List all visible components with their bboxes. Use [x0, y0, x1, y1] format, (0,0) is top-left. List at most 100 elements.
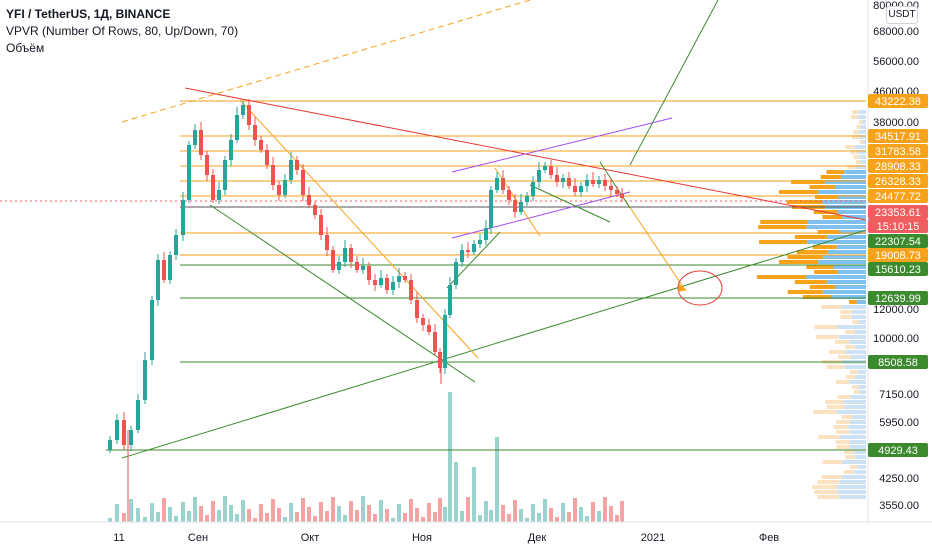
- candle-body: [115, 420, 119, 440]
- candle-body: [513, 200, 517, 212]
- vpvr-bar-up: [853, 470, 866, 474]
- volume-bar: [271, 499, 275, 522]
- price-tick-label: 56000.00: [873, 56, 919, 68]
- vpvr-bar-up: [854, 145, 866, 149]
- candle-body: [427, 325, 431, 332]
- price-tag-label: 15:10:15: [877, 221, 920, 233]
- vpvr-bar-down: [822, 215, 843, 219]
- candle-body: [307, 195, 311, 205]
- vpvr-bar-up: [806, 225, 866, 229]
- vpvr-bar-down: [853, 130, 859, 134]
- volume-bar: [307, 507, 311, 522]
- volume-histogram: [108, 392, 624, 522]
- vpvr-bar-up: [826, 280, 866, 284]
- candle-body: [108, 440, 112, 450]
- vpvr-bar-up: [837, 490, 866, 494]
- vpvr-bar-up: [849, 420, 866, 424]
- price-tag: 43222.38: [868, 94, 928, 108]
- volume-bar: [391, 518, 395, 522]
- volume-bar: [543, 499, 547, 522]
- volume-bar: [259, 504, 263, 522]
- candle-body: [373, 280, 377, 285]
- candle-body: [355, 262, 359, 270]
- volume-bar: [174, 516, 178, 522]
- volume-bar: [108, 518, 112, 522]
- vpvr-bar-down: [845, 455, 855, 459]
- candle-body: [325, 235, 329, 250]
- vpvr-bar-up: [859, 390, 866, 394]
- vpvr-bar-down: [850, 115, 858, 119]
- volume-bar: [241, 500, 245, 522]
- price-tag-bg: [868, 234, 928, 248]
- volume-bar: [421, 517, 425, 522]
- vpvr-bar-down: [855, 160, 861, 164]
- candle-body: [313, 205, 317, 215]
- volume-bar: [129, 499, 133, 522]
- candle-body: [136, 400, 140, 430]
- volume-bar: [301, 498, 305, 522]
- indicator-volume-label[interactable]: Объём: [6, 41, 45, 55]
- volume-bar: [373, 514, 377, 522]
- vpvr-bar-up: [807, 220, 866, 224]
- candle-body: [361, 266, 365, 270]
- vpvr-bar-down: [791, 180, 825, 184]
- time-tick-label: 11: [113, 532, 124, 544]
- vpvr-bar-down: [806, 265, 834, 269]
- volume-bar: [409, 499, 413, 522]
- symbol-title[interactable]: YFI / TetherUS, 1Д, BINANCE: [6, 7, 171, 21]
- candle-body: [525, 196, 529, 202]
- vpvr-bar-down: [856, 125, 861, 129]
- candle-body: [567, 178, 571, 186]
- time-tick-label: 2021: [641, 532, 665, 544]
- volume-bar: [620, 501, 624, 522]
- volume-bar: [115, 504, 119, 522]
- volume-bar: [205, 515, 209, 522]
- price-tick-label: 3550.00: [879, 500, 919, 512]
- candle-body: [531, 182, 535, 196]
- candle-body: [443, 315, 447, 368]
- price-tick-label: 10000.00: [873, 333, 919, 345]
- vpvr-bar-up: [837, 270, 866, 274]
- price-tag-bg: [868, 219, 928, 233]
- vpvr-bar-up: [858, 135, 866, 139]
- volume-bar: [495, 437, 499, 522]
- volume-bar: [343, 515, 347, 522]
- candle-body: [199, 130, 203, 155]
- volume-bar: [235, 514, 239, 522]
- vpvr-bar-down: [826, 405, 845, 409]
- vpvr-bar-up: [818, 190, 866, 194]
- chart-legend: YFI / TetherUS, 1Д, BINANCE VPVR (Number…: [6, 6, 238, 57]
- volume-bar: [555, 517, 559, 522]
- vpvr-bar-down: [841, 415, 853, 419]
- candle-body: [543, 166, 547, 170]
- candle-body: [615, 190, 619, 194]
- indicator-vpvr-label[interactable]: VPVR (Number Of Rows, 80, Up/Down, 70): [6, 24, 239, 38]
- candle-body: [585, 180, 589, 186]
- vpvr-bar-up: [857, 370, 866, 374]
- vpvr-bar-down: [817, 480, 840, 484]
- vpvr-bar-up: [841, 305, 866, 309]
- vpvr-bar-up: [849, 445, 866, 449]
- volume-bar: [472, 467, 476, 522]
- candle-body: [181, 200, 185, 235]
- price-tag-label: 26328.33: [875, 176, 921, 188]
- currency-badge[interactable]: USDT: [886, 6, 918, 24]
- price-tag: 12639.99: [868, 291, 928, 305]
- candle-body: [319, 215, 323, 235]
- volume-bar: [478, 515, 482, 522]
- price-tag-bg: [868, 443, 928, 457]
- candle-body: [129, 430, 133, 445]
- price-tag-label: 34517.91: [875, 131, 921, 143]
- volume-bar: [150, 503, 154, 522]
- vpvr-bar-down: [821, 305, 842, 309]
- price-tick-label: 38000.00: [873, 117, 919, 129]
- price-tag-bg: [868, 94, 928, 108]
- green-falling-line: [209, 204, 476, 383]
- vpvr-bar-up: [852, 415, 866, 419]
- volume-bar: [277, 508, 281, 522]
- vpvr-bar-up: [837, 325, 866, 329]
- vpvr-bar-down: [814, 325, 838, 329]
- vpvr-bar-up: [857, 150, 866, 154]
